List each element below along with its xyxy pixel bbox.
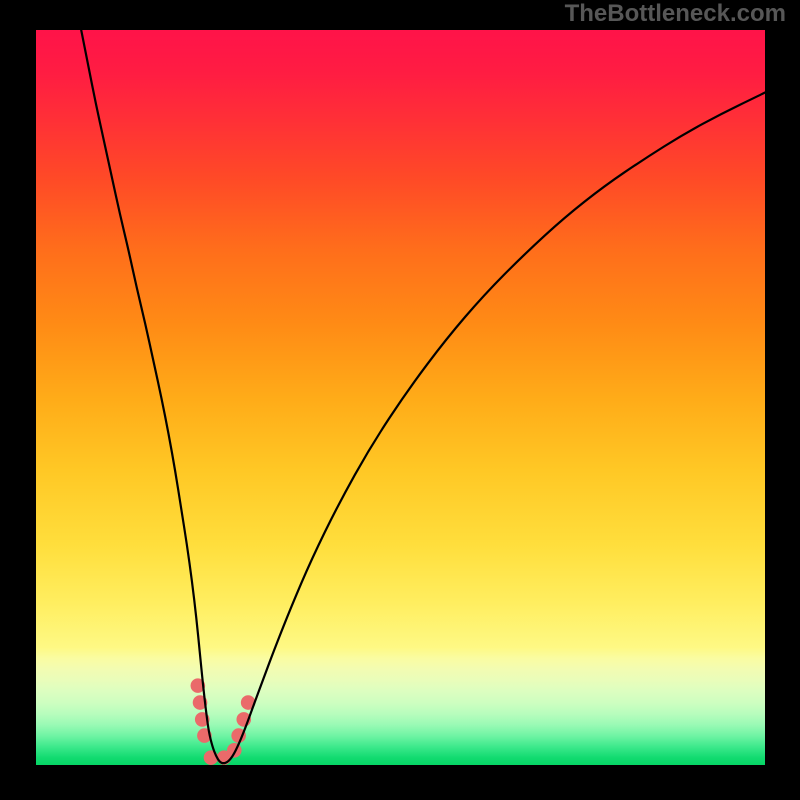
watermark-text: TheBottleneck.com [565, 2, 786, 26]
gradient-background [36, 30, 765, 765]
curve-marker [227, 743, 242, 758]
plot-area [36, 30, 765, 765]
plot-svg [36, 30, 765, 765]
chart-container: TheBottleneck.com [0, 0, 800, 800]
